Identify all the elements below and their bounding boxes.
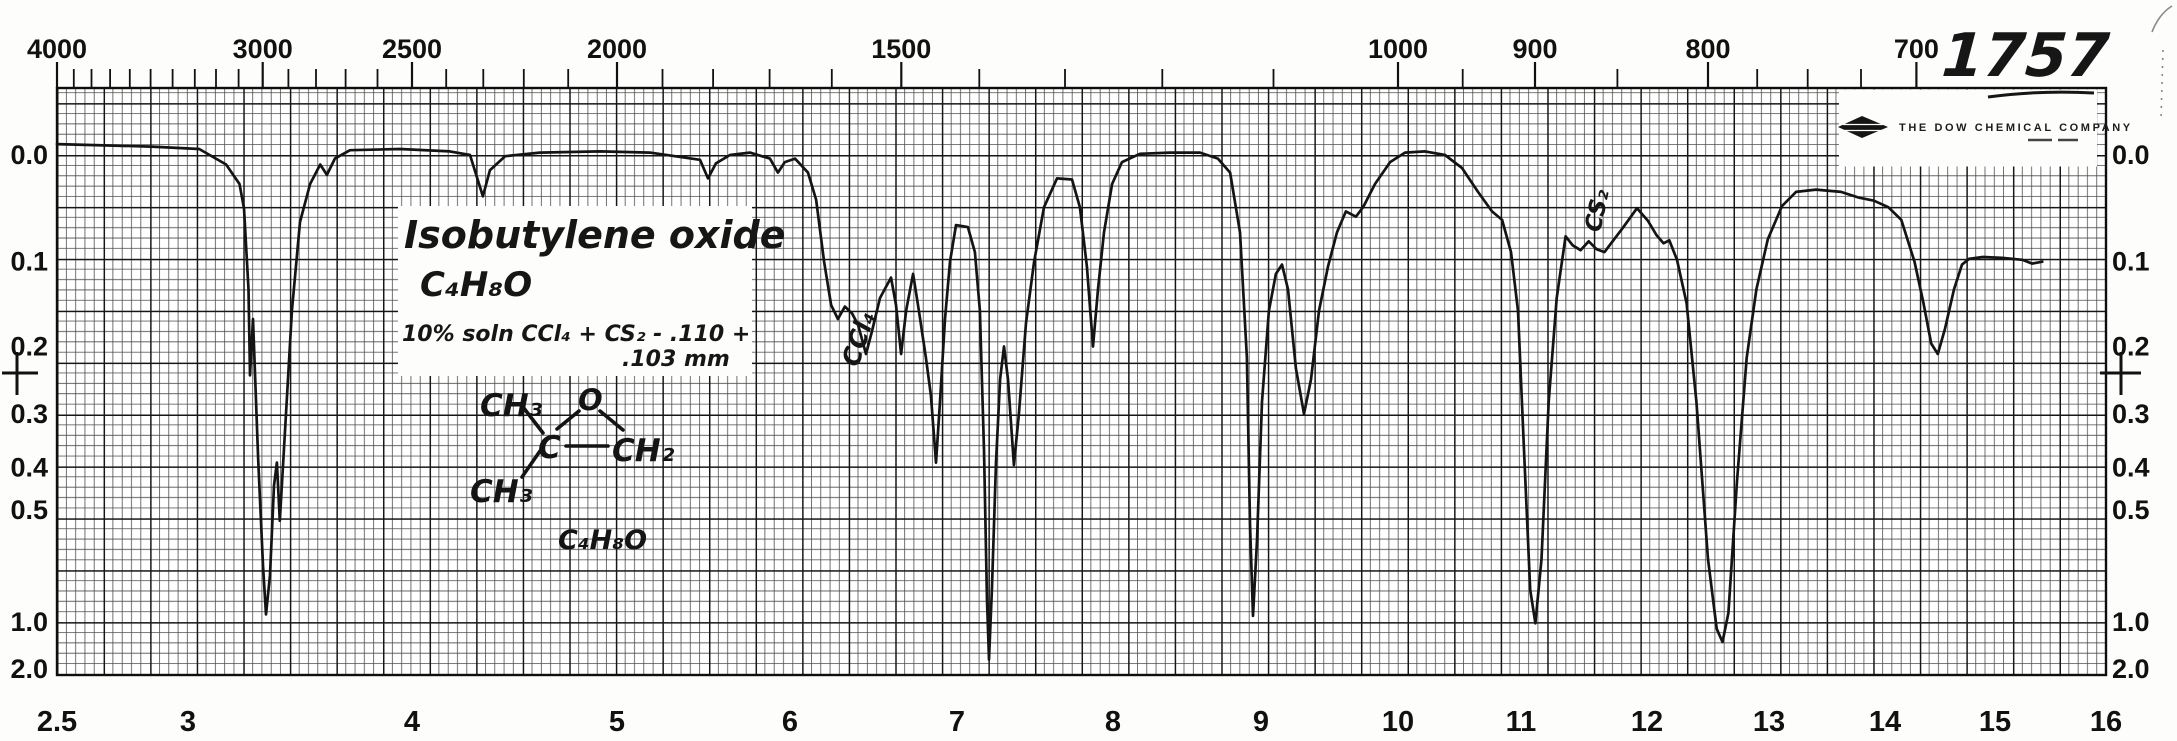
right-absorbance-label-2.0: 2.0 [2112,654,2150,684]
bottom-tick-label-11: 11 [1506,706,1537,738]
structure-oxygen: O [578,383,603,417]
scan-artifact-marks [2151,5,2173,119]
right-absorbance-label-0.4: 0.4 [2112,452,2150,482]
bottom-tick-label-15: 15 [1979,706,2011,738]
left-register-cross-icon [2,352,38,395]
left-absorbance-label-0.5: 0.5 [10,495,48,525]
sample-formula: C₄H₈O [420,265,532,305]
structure-ch3-bottom: CH₃ [470,474,533,510]
right-absorbance-label-0.1: 0.1 [2112,247,2150,277]
left-absorbance-label-0.4: 0.4 [10,452,48,482]
right-absorbance-label-0.5: 0.5 [2112,495,2150,525]
top-axis-wavenumber-labels: 4000 3000 2500 2000 1500 1000 900 800 700 [27,34,1939,64]
bottom-tick-label-12: 12 [1631,706,1663,738]
catalog-number-underline [1987,90,2095,99]
bottom-tick-label-13: 13 [1753,706,1785,738]
right-absorbance-labels: 0.0 0.1 0.2 0.3 0.4 0.5 1.0 2.0 [2112,140,2150,684]
right-absorbance-label-0.3: 0.3 [2112,399,2150,429]
bottom-tick-label-10: 10 [1382,706,1414,738]
top-tick-label-4000: 4000 [27,34,87,64]
title-block-whitespace [398,206,752,376]
left-absorbance-label-0.1: 0.1 [10,247,48,277]
left-absorbance-label-2.0: 2.0 [10,654,48,684]
right-absorbance-label-1.0: 1.0 [2112,607,2150,637]
company-logo: THE DOW CHEMICAL COMPANY [1838,116,2133,142]
sample-cell-thickness: .103 mm [622,347,730,372]
bottom-tick-label-4: 4 [404,706,420,738]
bottom-tick-label-16: 16 [2090,706,2122,738]
structure-carbon: C [538,430,561,466]
top-tick-label-900: 900 [1512,34,1557,64]
sample-preparation: 10% soln CCl₄ + CS₂ - .110 + [402,322,750,347]
right-register-cross-icon [2100,352,2141,395]
left-absorbance-label-0.3: 0.3 [10,399,48,429]
structure-ch2: CH₂ [612,433,675,469]
bottom-axis-micron-labels: 2.5 3 4 5 6 7 8 9 10 11 12 13 14 15 16 [37,706,2122,738]
structure-bonds [520,405,625,479]
dow-diamond-icon [1838,116,1888,138]
left-absorbance-labels: 0.00.10.20.30.40.51.02.0 [10,140,48,684]
bottom-tick-label-5: 5 [609,706,625,738]
bottom-tick-label-2.5: 2.5 [37,706,77,738]
right-absorbance-label-0.2: 0.2 [2112,332,2150,362]
company-name: THE DOW CHEMICAL COMPANY [1899,122,2133,134]
catalog-number-group: 1757 [1940,21,2112,99]
structure-ch3-top: CH₃ [480,388,543,424]
spectrum-trace [55,142,2044,661]
catalog-number: 1757 [1940,21,2112,91]
bottom-tick-label-6: 6 [782,706,798,738]
structure-formula-below: C₄H₈O [558,525,647,556]
right-absorbance-label-0.0: 0.0 [2112,140,2150,170]
top-axis-ticks [55,62,1918,88]
sample-title: Isobutylene oxide [404,213,786,257]
bottom-tick-label-3: 3 [180,706,196,738]
bottom-tick-label-9: 9 [1253,706,1269,738]
sample-title-block: Isobutylene oxide C₄H₈O 10% soln CCl₄ + … [398,206,786,376]
top-tick-label-1500: 1500 [871,34,931,64]
top-tick-label-800: 800 [1685,34,1730,64]
top-tick-label-2500: 2500 [382,34,442,64]
bottom-tick-label-8: 8 [1105,706,1121,738]
grid-area [55,86,2108,677]
left-absorbance-label-0.0: 0.0 [10,140,48,170]
bottom-tick-label-7: 7 [949,706,965,738]
top-tick-label-2000: 2000 [587,34,647,64]
left-absorbance-label-1.0: 1.0 [10,607,48,637]
bottom-tick-label-14: 14 [1869,706,1901,738]
top-tick-label-3000: 3000 [233,34,293,64]
top-tick-label-700: 700 [1894,34,1939,64]
structure-drawing: CH₃ O C CH₂ CH₃ C₄H₈O [470,383,675,556]
top-tick-label-1000: 1000 [1368,34,1428,64]
